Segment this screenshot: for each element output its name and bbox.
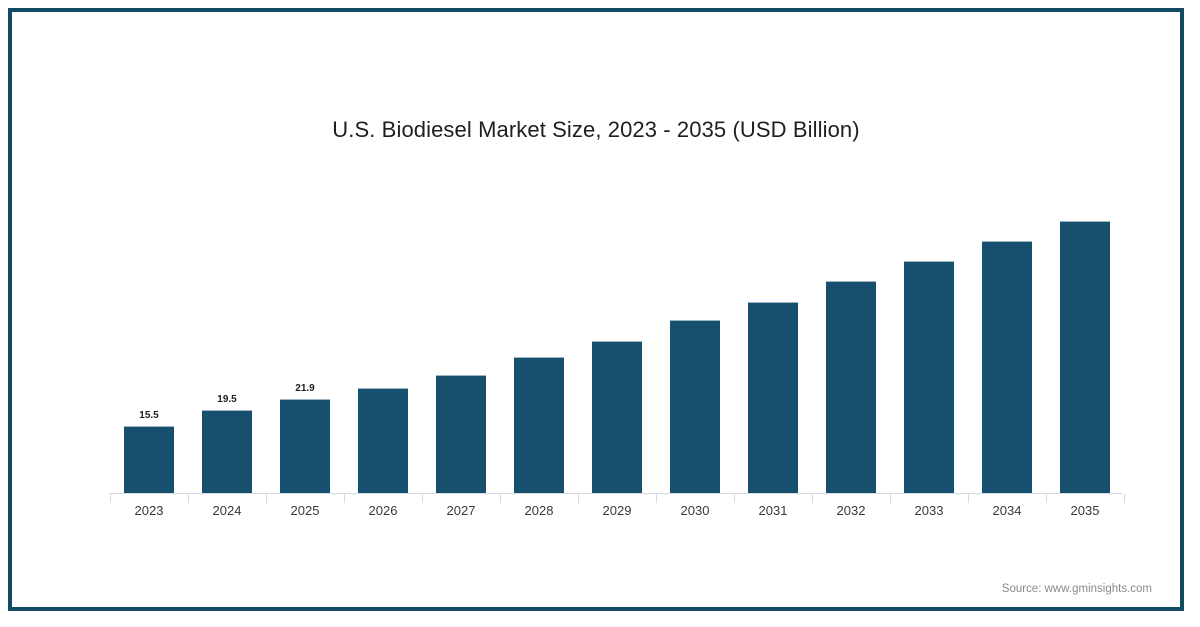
axis-tick (578, 494, 579, 503)
bar-column (500, 172, 578, 493)
bar[interactable] (514, 357, 564, 493)
x-axis-tick-label: 2035 (1070, 503, 1100, 518)
x-axis-line (110, 493, 1122, 494)
bar-column (890, 172, 968, 493)
chart-title: U.S. Biodiesel Market Size, 2023 - 2035 … (332, 117, 860, 142)
bar[interactable] (904, 261, 954, 493)
bar-column (422, 172, 500, 493)
bar-column (968, 172, 1046, 493)
x-axis-tick-label: 2026 (368, 503, 398, 518)
bar[interactable] (280, 399, 330, 493)
chart-frame: U.S. Biodiesel Market Size, 2023 - 2035 … (8, 8, 1184, 611)
x-axis-tick-label: 2034 (992, 503, 1022, 518)
axis-tick (968, 494, 969, 503)
bar[interactable] (826, 281, 876, 493)
x-axis-tick-label: 2027 (446, 503, 476, 518)
bar-series: 15.5 19.5 21.9 (102, 172, 1122, 493)
x-axis-tick-label: 2029 (602, 503, 632, 518)
axis-tick (422, 494, 423, 503)
x-axis-tick-label: 2030 (680, 503, 710, 518)
axis-tick (734, 494, 735, 503)
axis-tick (656, 494, 657, 503)
bar[interactable] (1060, 221, 1110, 493)
axis-tick (344, 494, 345, 503)
bar-value-label: 21.9 (295, 383, 315, 394)
x-axis-tick-label: 2033 (914, 503, 944, 518)
axis-tick (1124, 494, 1125, 503)
bar[interactable] (358, 388, 408, 493)
axis-tick (812, 494, 813, 503)
x-axis-tick-label: 2025 (290, 503, 320, 518)
axis-tick (1046, 494, 1047, 503)
x-axis-tick-label: 2024 (212, 503, 242, 518)
bar-column: 15.5 (110, 172, 188, 493)
plot-area: 15.5 19.5 21.9 (102, 172, 1125, 503)
axis-tick (110, 494, 111, 503)
bar-column: 19.5 (188, 172, 266, 493)
bar[interactable] (670, 320, 720, 493)
bar-column (1046, 172, 1124, 493)
bar[interactable] (982, 241, 1032, 493)
bar-column (734, 172, 812, 493)
x-axis-tick-label: 2023 (134, 503, 164, 518)
x-axis-labels: 2023 2024 2025 2026 2027 2028 2029 2030 2031 2032… (102, 503, 1122, 527)
bar-column (656, 172, 734, 493)
bar-value-label: 19.5 (217, 394, 237, 405)
x-axis-tick-label: 2028 (524, 503, 554, 518)
bar-column (578, 172, 656, 493)
source-attribution: Source: www.gminsights.com (1001, 583, 1152, 595)
axis-tick (266, 494, 267, 503)
bar[interactable] (202, 410, 252, 493)
bar-column: 21.9 (266, 172, 344, 493)
bar[interactable] (436, 375, 486, 493)
bar-column (812, 172, 890, 493)
bar[interactable] (748, 302, 798, 493)
axis-tick (188, 494, 189, 503)
bar[interactable] (124, 426, 174, 493)
bar[interactable] (592, 341, 642, 493)
axis-tick (890, 494, 891, 503)
bar-column (344, 172, 422, 493)
axis-tick (500, 494, 501, 503)
x-axis-tick-label: 2032 (836, 503, 866, 518)
x-axis-tick-label: 2031 (758, 503, 788, 518)
bar-value-label: 15.5 (139, 410, 159, 421)
